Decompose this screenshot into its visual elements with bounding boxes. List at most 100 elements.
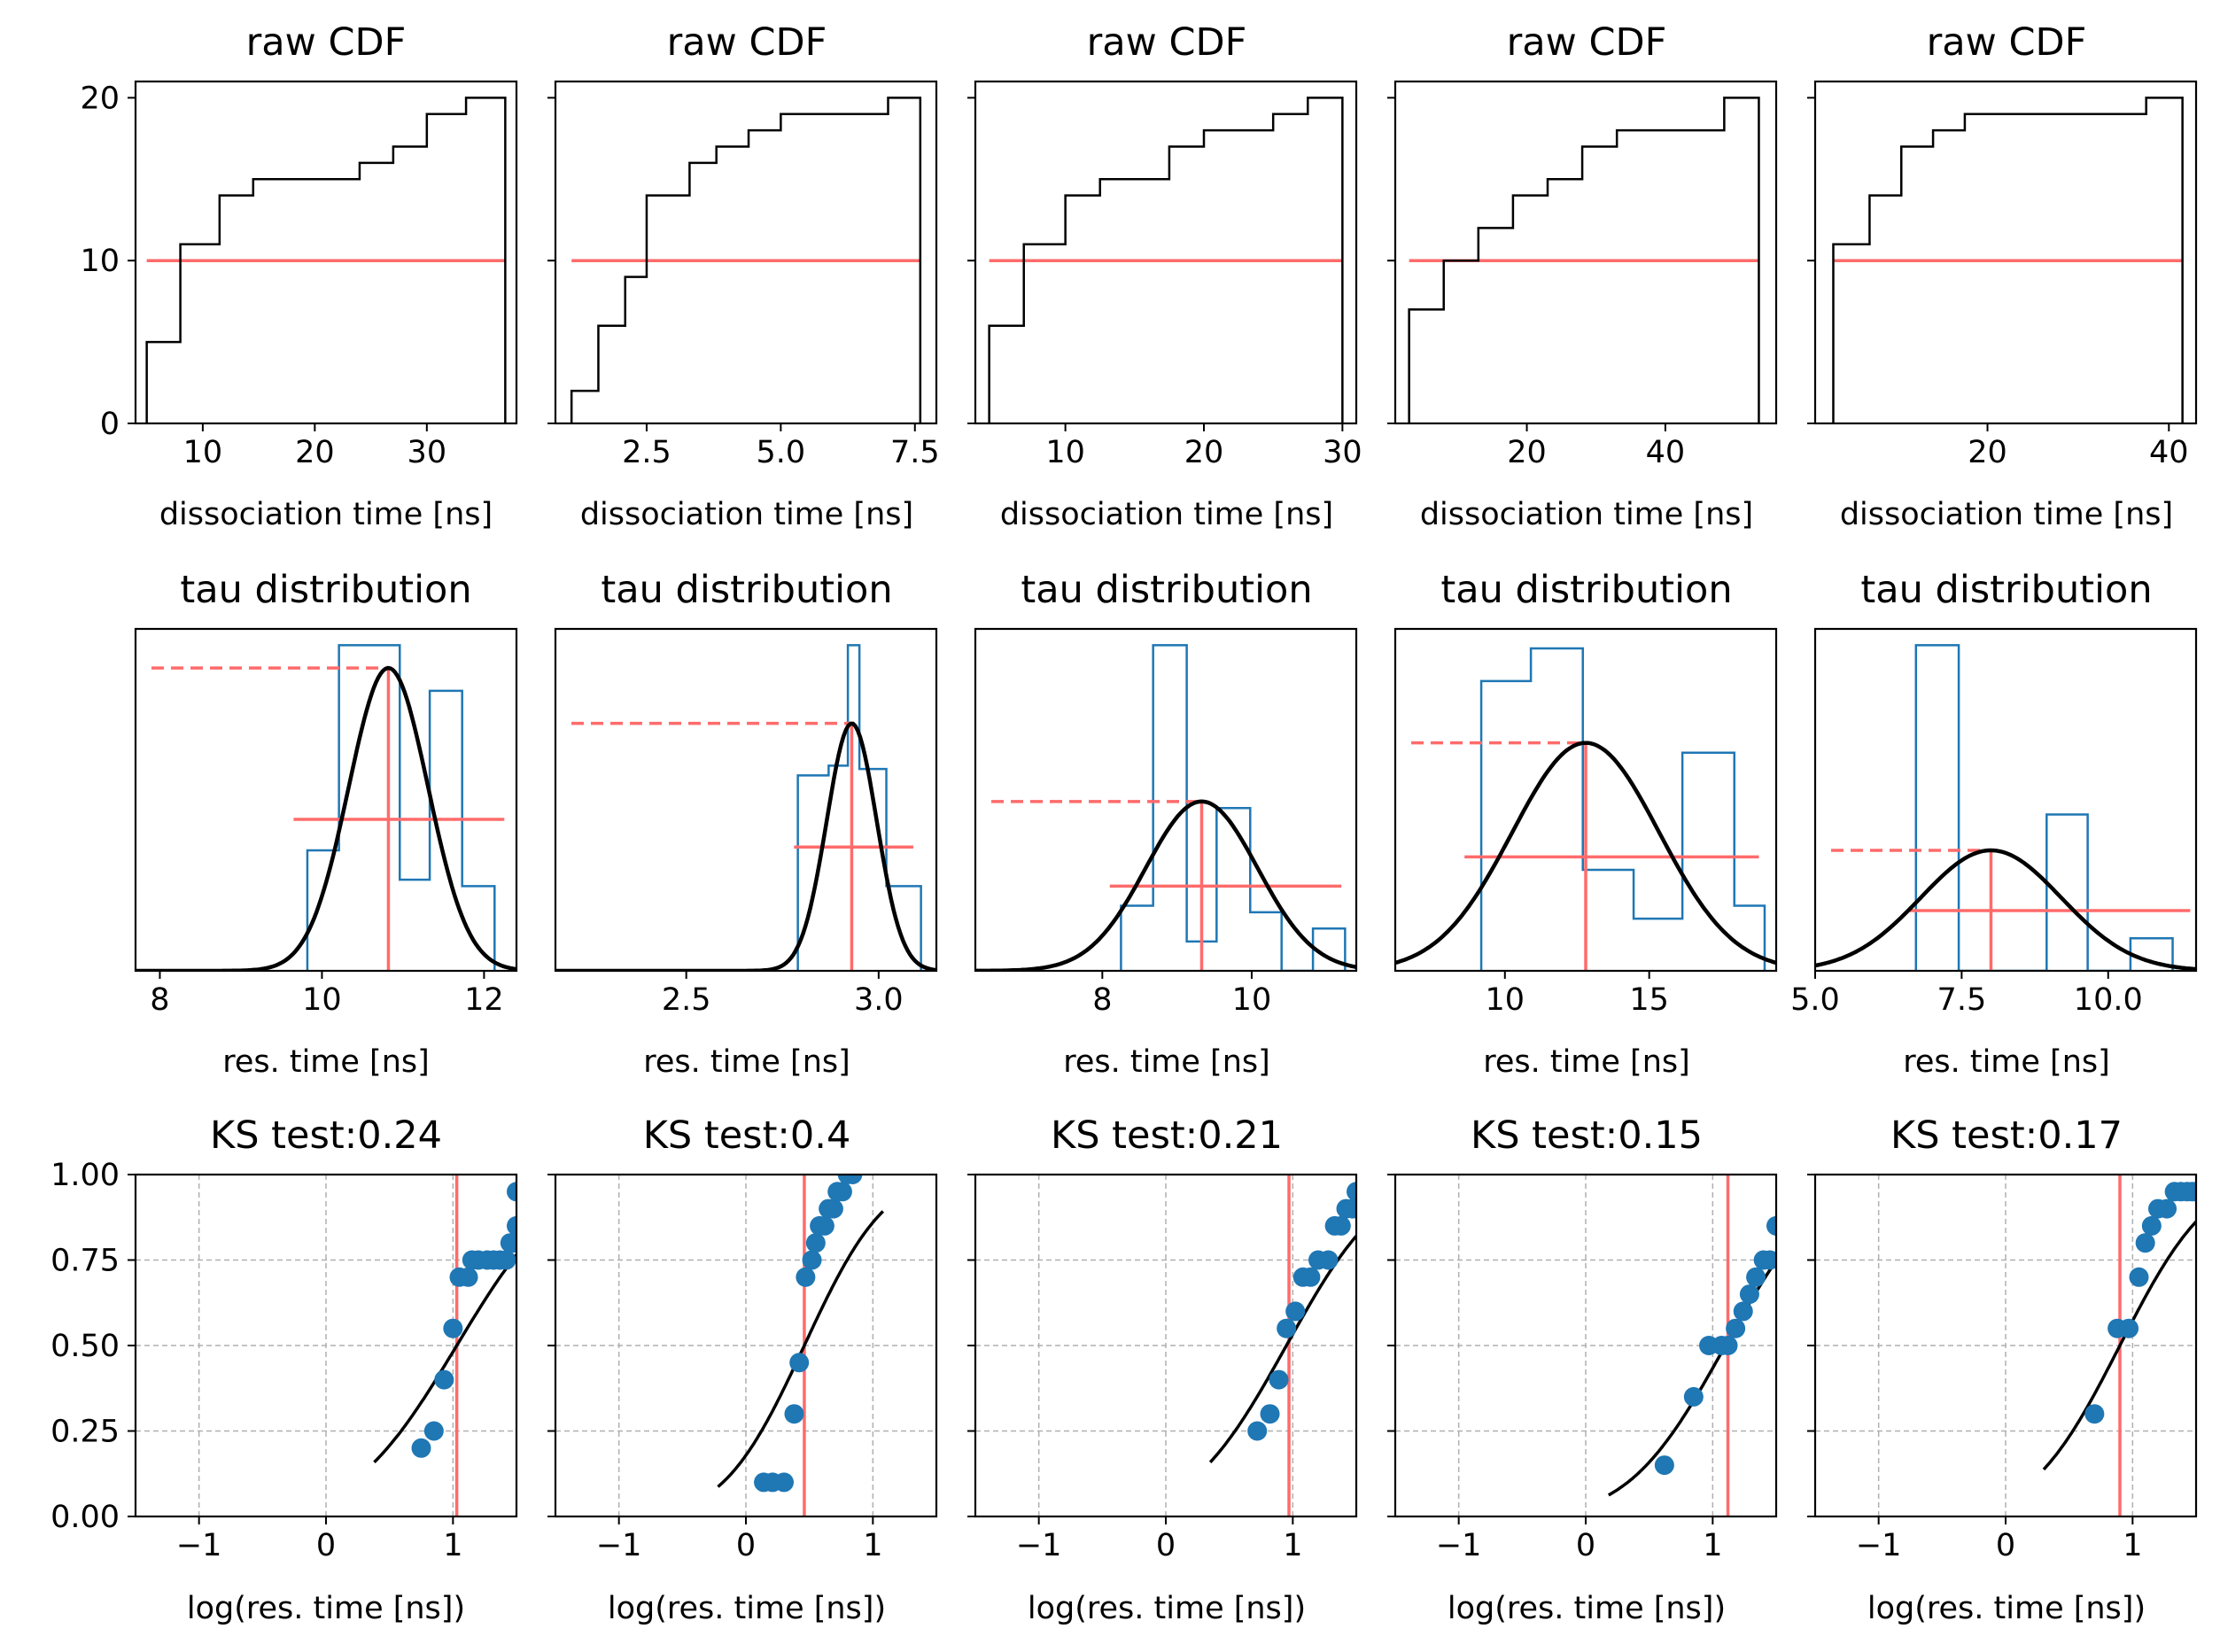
x-tick-label: 30 (1323, 435, 1362, 470)
x-axis-label: res. time [ns] (643, 1044, 850, 1080)
data-point (458, 1267, 478, 1287)
x-axis-label: dissociation time [ns] (159, 497, 493, 532)
data-point (1318, 1250, 1339, 1270)
data-layer (1815, 1175, 2196, 1516)
cdf-fit-curve (717, 1210, 885, 1488)
panel-5: 20 40 (1807, 80, 2198, 470)
axes-frame (134, 80, 518, 425)
data-point (1347, 1182, 1356, 1202)
panel-title: KS test:0.15 (1471, 1113, 1703, 1158)
x-tick-label: 0 (316, 1528, 336, 1563)
x-axis-label: log(res. time [ns]) (1028, 1591, 1306, 1626)
x-tick-label: 1 (1283, 1528, 1302, 1563)
data-layer (555, 1175, 936, 1516)
x-tick-label: 8 (1092, 982, 1112, 1018)
data-layer (1395, 1175, 1776, 1516)
axes-frame (974, 627, 1358, 973)
x-tick-label: 2.5 (662, 982, 711, 1018)
x-tick-label: −1 (596, 1528, 642, 1563)
x-tick-label: 5.0 (757, 435, 806, 470)
x-tick-label: 7.5 (1937, 982, 1987, 1018)
x-axis-label: res. time [ns] (1903, 1044, 2110, 1080)
x-axis-label: res. time [ns] (1483, 1044, 1690, 1080)
cdf-step-line (1408, 97, 1760, 423)
x-axis-label: dissociation time [ns] (1000, 497, 1333, 532)
data-point (1733, 1301, 1753, 1322)
cdf-step-line (988, 97, 1344, 423)
data-layer (145, 97, 507, 423)
x-tick-label: 0 (1576, 1528, 1595, 1563)
data-layer (975, 644, 1356, 971)
gaussian-fit-curve (1815, 848, 2196, 971)
axes-frame (1813, 627, 2198, 973)
x-tick-label: 40 (1646, 435, 1686, 470)
data-point (823, 1198, 843, 1219)
x-tick-label: 0 (736, 1528, 756, 1563)
cdf-step-line (570, 97, 922, 423)
data-point (1718, 1336, 1738, 1355)
panel-12: −1 0 1 (547, 1173, 938, 1563)
axes-frame (134, 627, 518, 973)
data-point (496, 1250, 516, 1270)
gaussian-fit-curve (136, 665, 516, 971)
x-tick-label: 40 (2149, 435, 2189, 470)
data-point (802, 1250, 822, 1270)
panel-title: raw CDF (667, 20, 827, 65)
data-point (1331, 1215, 1351, 1236)
gaussian-fit-curve (975, 799, 1356, 971)
x-axis-label: dissociation time [ns] (1840, 497, 2173, 532)
y-tick-label: 1.00 (50, 1158, 120, 1193)
data-point (2119, 1318, 2139, 1338)
x-axis-label: res. time [ns] (1063, 1044, 1270, 1080)
panel-3: 10 20 30 (967, 80, 1362, 470)
axes-frame (554, 80, 938, 425)
axes-frame (554, 627, 938, 973)
panel-title: KS test:0.4 (643, 1113, 851, 1158)
data-point (2084, 1404, 2105, 1424)
data-layer (988, 97, 1344, 423)
x-tick-label: 1 (1703, 1528, 1722, 1563)
x-tick-label: 10 (1045, 435, 1085, 470)
x-axis-label: log(res. time [ns]) (1448, 1591, 1726, 1626)
x-axis-label: res. time [ns] (222, 1044, 430, 1080)
histogram-outline (1120, 644, 1347, 971)
panel-14: −1 0 1 (1387, 1173, 1778, 1563)
x-axis-label: log(res. time [ns]) (187, 1591, 465, 1626)
data-layer (1395, 647, 1776, 971)
data-layer (555, 644, 936, 971)
data-point (832, 1182, 852, 1202)
data-point (423, 1421, 444, 1441)
data-point (2141, 1215, 2162, 1236)
x-axis-label: dissociation time [ns] (1420, 497, 1753, 532)
gaussian-fit-curve (555, 721, 936, 971)
cdf-fit-curve (2042, 1220, 2196, 1471)
data-layer (136, 644, 516, 971)
x-tick-label: −1 (1016, 1528, 1062, 1563)
x-tick-label: 3.0 (854, 982, 904, 1018)
data-point (1759, 1250, 1776, 1270)
data-point (507, 1215, 516, 1236)
x-tick-label: 7.5 (890, 435, 940, 470)
panel-title: KS test:0.21 (1051, 1113, 1283, 1158)
cdf-step-line (145, 97, 507, 423)
axes-frame (1393, 80, 1778, 425)
histogram-outline (306, 644, 496, 971)
data-point (2186, 1182, 2196, 1202)
panel-10: 5.0 7.5 10.0 (1790, 627, 2198, 1018)
data-point (411, 1438, 431, 1458)
data-layer (1832, 97, 2184, 423)
data-point (1300, 1267, 1321, 1287)
panel-4: 20 40 (1387, 80, 1778, 470)
panel-title: raw CDF (1507, 20, 1667, 65)
data-point (1654, 1455, 1674, 1476)
panel-title: KS test:0.17 (1890, 1113, 2123, 1158)
axes-frame (1393, 627, 1778, 973)
panel-13: −1 0 1 (967, 1173, 1358, 1563)
panel-title: raw CDF (246, 20, 407, 65)
data-point (504, 1233, 516, 1253)
panel-15: −1 0 1 (1807, 1173, 2198, 1563)
y-tick-label: 0.25 (50, 1415, 120, 1450)
data-point (1726, 1318, 1746, 1338)
